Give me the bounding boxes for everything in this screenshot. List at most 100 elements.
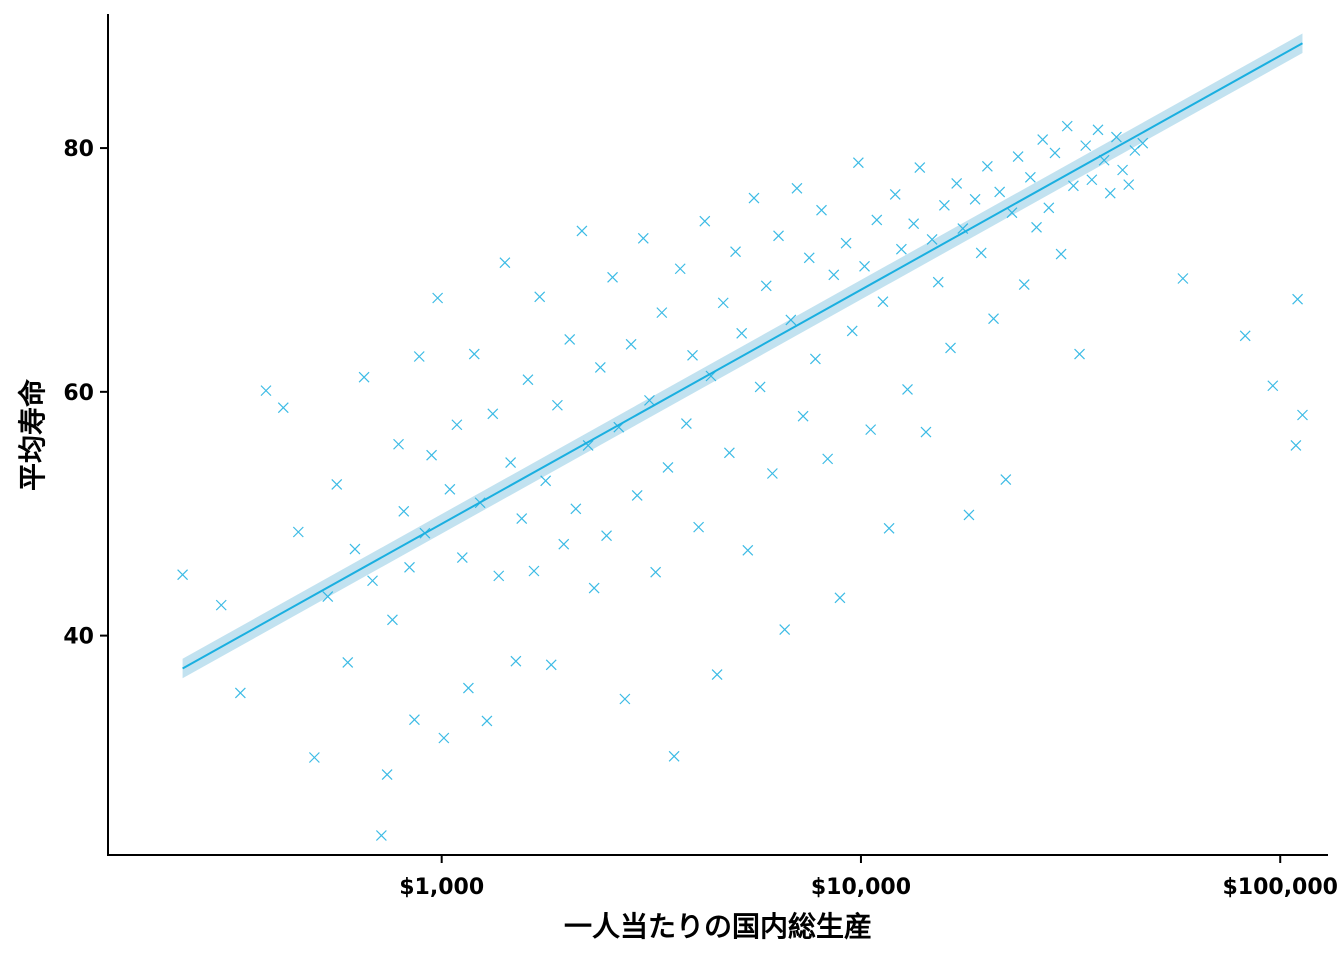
scatter-point <box>1012 151 1024 163</box>
scatter-point <box>487 408 499 420</box>
scatter-point <box>1049 147 1061 159</box>
scatter-point <box>426 449 438 461</box>
scatter-point <box>215 599 227 611</box>
scatter-point <box>656 307 668 319</box>
scatter-point <box>510 655 522 667</box>
scatter-point <box>516 513 528 525</box>
scatter-point <box>601 530 612 542</box>
scatter-point <box>381 769 393 780</box>
scatter-point <box>1043 202 1055 214</box>
scatter-point <box>409 714 420 726</box>
scatter-point <box>462 682 474 694</box>
scatter-point <box>1092 124 1104 136</box>
scatter-point <box>693 521 705 533</box>
scatter-point <box>570 503 582 515</box>
scatter-point <box>1290 440 1302 451</box>
scatter-point <box>1267 380 1279 392</box>
scatter-point <box>1061 120 1073 132</box>
scatter-point <box>736 327 748 339</box>
scatter-point <box>680 418 692 429</box>
scatter-point <box>1123 179 1135 191</box>
scatter-point <box>932 276 944 288</box>
scatter-point <box>582 440 594 451</box>
scatter-point <box>945 342 956 354</box>
scatter-point <box>1177 273 1189 284</box>
scatter-point <box>650 566 662 578</box>
scatter-point <box>367 575 378 587</box>
scatter-point <box>260 385 272 397</box>
x-tick-label: $10,000 <box>811 875 911 900</box>
scatter-point <box>742 544 754 556</box>
scatter-point <box>1297 409 1308 421</box>
y-tick-label: 80 <box>63 137 94 162</box>
scatter-point <box>1137 137 1149 149</box>
scatter-point <box>594 362 606 373</box>
scatter-point <box>637 232 649 244</box>
scatter-point <box>308 752 320 763</box>
scatter-point <box>342 656 354 668</box>
scatter-point <box>754 381 766 393</box>
scatter-point <box>877 296 889 308</box>
scatter-point <box>717 297 729 309</box>
scatter-point <box>883 522 895 534</box>
scatter-point <box>785 314 797 326</box>
scatter-point <box>969 193 981 205</box>
scatter-point <box>375 830 387 841</box>
scatter-points <box>177 120 1308 841</box>
x-axis-title: 一人当たりの国内総生産 <box>564 910 872 943</box>
trend-line <box>182 42 1303 670</box>
scatter-point <box>1037 134 1049 145</box>
scatter-point <box>292 526 304 538</box>
scatter-point <box>322 591 334 603</box>
scatter-point <box>432 292 444 304</box>
scatter-point <box>889 188 901 200</box>
scatter-point <box>1292 293 1304 305</box>
scatter-point <box>413 351 425 362</box>
x-tick-label: $100,000 <box>1222 875 1338 900</box>
scatter-point <box>963 509 975 521</box>
scatter-point <box>674 263 686 275</box>
scatter-point <box>988 313 999 325</box>
scatter-point <box>404 561 415 573</box>
scatter-point <box>1067 180 1079 192</box>
scatter-point <box>456 552 468 564</box>
scatter-point <box>1111 131 1122 143</box>
scatter-point <box>588 582 600 594</box>
scatter-point <box>975 247 987 259</box>
scatter-point <box>865 424 877 436</box>
y-tick-label: 40 <box>63 625 94 650</box>
scatter-point <box>1104 187 1116 199</box>
scatter-point <box>908 218 920 230</box>
scatter-point <box>803 252 815 264</box>
scatter-point <box>607 271 618 283</box>
scatter-point <box>177 569 189 581</box>
scatter-point <box>822 453 834 465</box>
scatter-point <box>846 325 858 337</box>
scatter-point <box>1074 348 1085 360</box>
scatter-point <box>576 225 588 237</box>
scatter-point <box>871 214 883 226</box>
scatter-point <box>834 592 846 604</box>
scatter-point <box>631 490 643 501</box>
scatter-point <box>625 338 637 350</box>
scatter-point <box>551 399 563 411</box>
x-tick-label: $1,000 <box>399 875 484 900</box>
scatter-point <box>920 426 932 438</box>
scatter-point <box>760 280 772 292</box>
scatter-point <box>859 260 870 272</box>
scatter-point <box>699 215 711 227</box>
scatter-point <box>951 177 963 189</box>
y-axis-title: 平均寿命 <box>16 378 49 491</box>
scatter-point <box>358 371 370 383</box>
scatter-point <box>438 732 450 744</box>
scatter-point <box>662 461 674 473</box>
scatter-point <box>668 750 680 762</box>
scatter-point <box>540 475 552 487</box>
scatter-point <box>852 157 864 169</box>
scatter-point <box>1055 248 1067 260</box>
scatter-point <box>493 570 505 582</box>
ticks: $1,000 $10,000 $100,000 40 60 80 <box>63 137 1338 900</box>
scatter-point <box>444 483 456 495</box>
scatter-point <box>773 230 784 242</box>
